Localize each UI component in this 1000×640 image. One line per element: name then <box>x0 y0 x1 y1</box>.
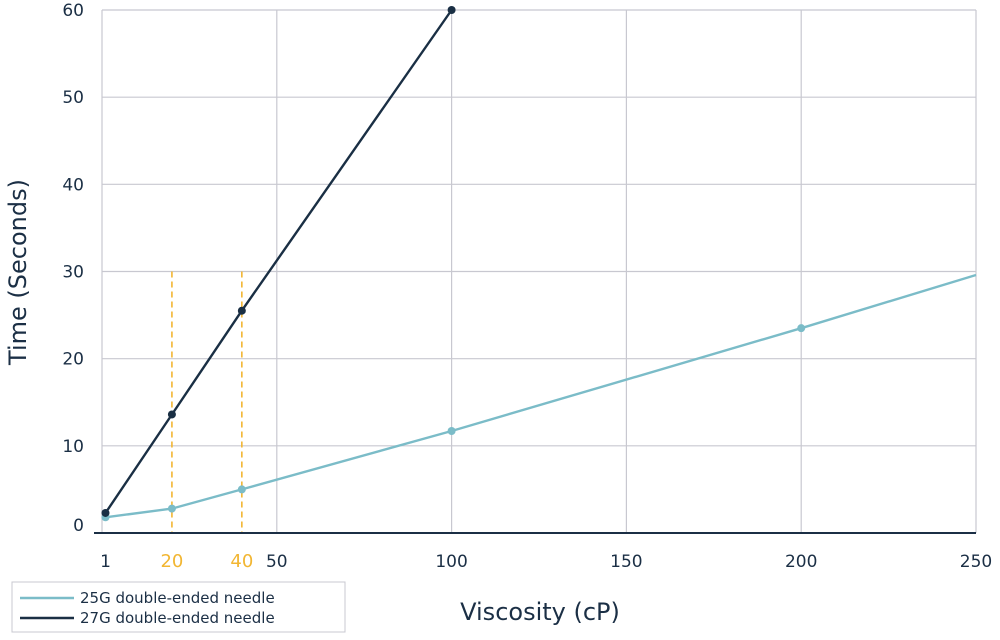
data-point-s0-1 <box>167 504 176 513</box>
legend-label-27g: 27G double-ended needle <box>80 609 275 627</box>
series-line-0 <box>105 273 977 519</box>
y-tick-label-50: 50 <box>62 88 84 108</box>
x-axis-title: Viscosity (cP) <box>460 598 620 626</box>
x-tick-label-250: 250 <box>960 552 992 572</box>
x-tick-label-highlight-40: 40 <box>230 551 253 572</box>
legend: 25G double-ended needle 27G double-ended… <box>11 581 346 633</box>
data-point-s1-1 <box>167 410 176 419</box>
legend-box <box>11 581 346 633</box>
series-lines <box>101 6 977 522</box>
x-tick-label-200: 200 <box>785 552 817 572</box>
y-tick-label-30: 30 <box>62 263 84 283</box>
y-tick-label-0: 0 <box>73 516 84 536</box>
x-tick-label-highlight-20: 20 <box>160 551 183 572</box>
data-point-s1-2 <box>237 306 246 315</box>
x-tick-label-100: 100 <box>435 552 467 572</box>
x-tick-label-50: 50 <box>266 552 288 572</box>
y-tick-labels: 0 10 20 30 40 50 60 <box>62 1 84 536</box>
data-point-s0-3 <box>447 427 456 436</box>
y-tick-label-10: 10 <box>62 437 84 457</box>
x-tick-label-150: 150 <box>610 552 642 572</box>
y-tick-label-20: 20 <box>62 350 84 370</box>
y-tick-label-60: 60 <box>62 1 84 21</box>
legend-label-25g: 25G double-ended needle <box>80 589 275 607</box>
y-tick-label-40: 40 <box>62 175 84 195</box>
axes <box>94 10 976 534</box>
data-point-s1-3 <box>447 6 456 14</box>
grid-lines <box>102 9 977 533</box>
x-tick-label-1: 1 <box>100 552 111 572</box>
data-point-s0-4 <box>797 324 806 333</box>
data-point-s1-0 <box>101 508 110 517</box>
data-point-s0-2 <box>237 485 246 494</box>
y-axis-title: Time (Seconds) <box>4 179 32 366</box>
reference-lines <box>171 271 243 533</box>
series-line-1 <box>104 9 453 514</box>
